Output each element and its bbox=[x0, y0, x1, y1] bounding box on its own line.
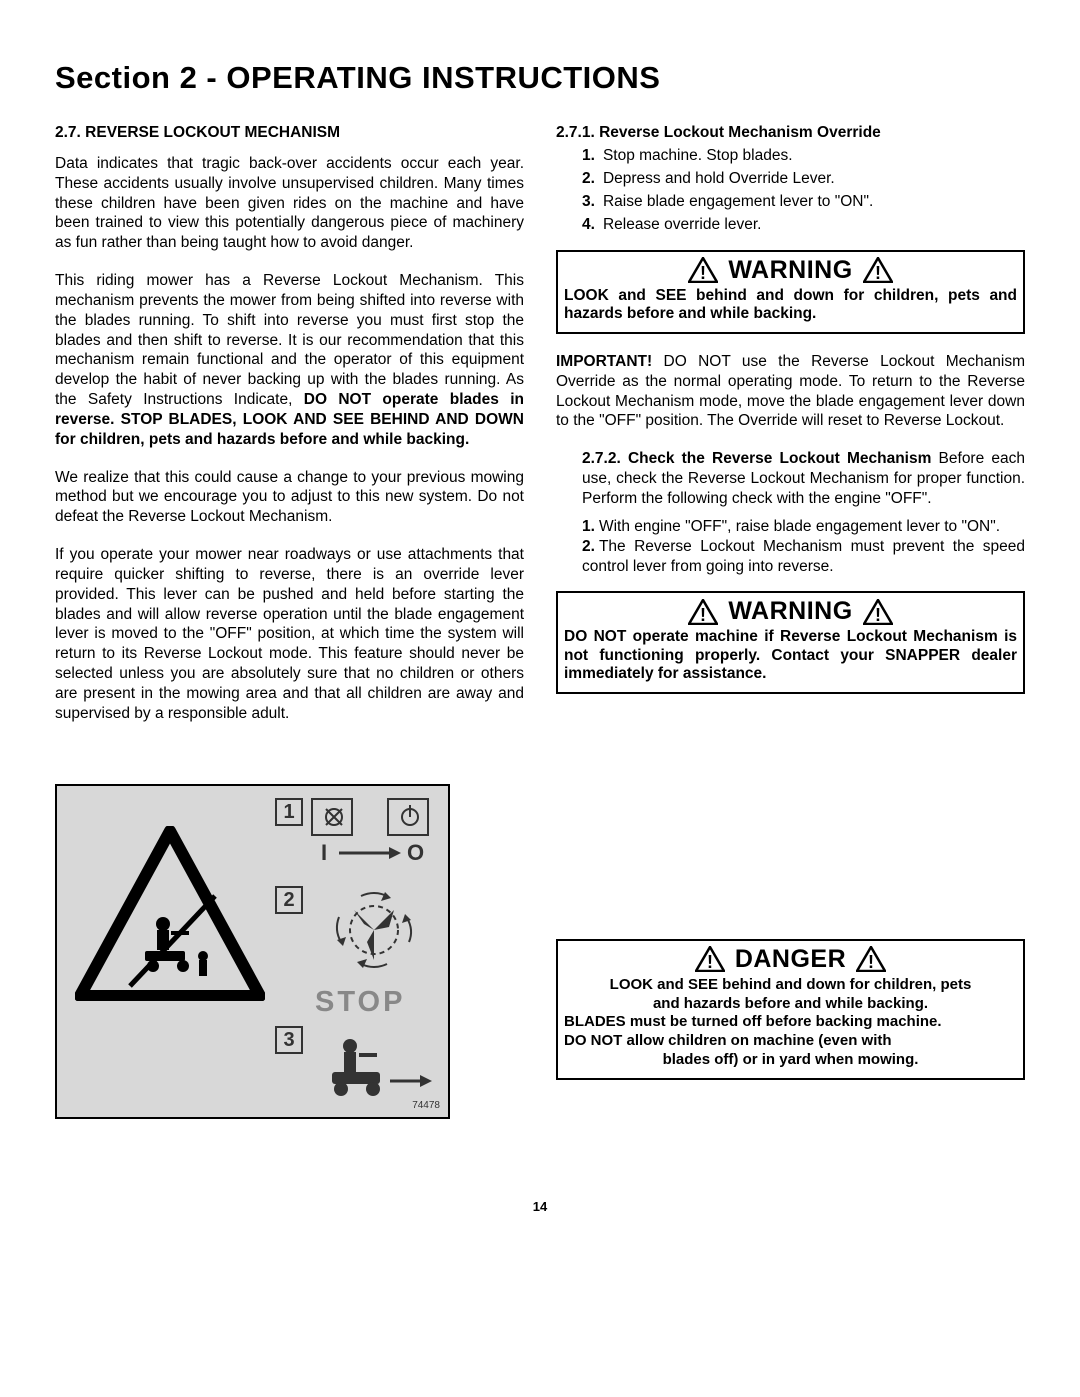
svg-text:!: ! bbox=[700, 263, 706, 283]
warning-box-1: ! WARNING ! LOOK and SEE behind and down… bbox=[556, 250, 1025, 334]
safety-instruction-diagram: 1 2 3 I O bbox=[55, 784, 450, 1119]
check-step-1: 1.With engine "OFF", raise blade engagem… bbox=[582, 517, 1025, 537]
danger-text: LOOK and SEE behind and down for childre… bbox=[564, 976, 1017, 1070]
blade-off-icon bbox=[389, 800, 431, 838]
warning-triangle-icon: ! bbox=[863, 257, 893, 283]
svg-text:!: ! bbox=[875, 263, 881, 283]
step-4: 4.Release override lever. bbox=[582, 215, 1025, 236]
important-paragraph: IMPORTANT! DO NOT use the Reverse Lockou… bbox=[556, 352, 1025, 431]
para-1: Data indicates that tragic back-over acc… bbox=[55, 154, 524, 253]
diagram-step-3: 3 bbox=[275, 1026, 303, 1054]
section-2-7-1-heading: 2.7.1. Reverse Lockout Mechanism Overrid… bbox=[556, 124, 1025, 142]
diagram-id: 74478 bbox=[412, 1100, 440, 1111]
warning-box-2: ! WARNING ! DO NOT operate machine if Re… bbox=[556, 591, 1025, 694]
svg-text:!: ! bbox=[700, 605, 706, 625]
warning-title: WARNING bbox=[728, 256, 852, 285]
para-2: This riding mower has a Reverse Lockout … bbox=[55, 271, 524, 449]
section-2-7-heading: 2.7. REVERSE LOCKOUT MECHANISM bbox=[55, 124, 524, 142]
para-4: If you operate your mower near roadways … bbox=[55, 545, 524, 723]
diagram-step-1: 1 bbox=[275, 798, 303, 826]
rider-forward-icon bbox=[315, 1031, 435, 1101]
check-steps-list: 1.With engine "OFF", raise blade engagem… bbox=[556, 517, 1025, 577]
override-steps-list: 1.Stop machine. Stop blades. 2.Depress a… bbox=[556, 146, 1025, 236]
rotating-blade-icon bbox=[319, 882, 429, 982]
page-title: Section 2 - OPERATING INSTRUCTIONS bbox=[55, 60, 1025, 96]
warning-triangle-icon: ! bbox=[856, 946, 886, 972]
para-3: We realize that this could cause a chang… bbox=[55, 468, 524, 527]
section-2-7-2: 2.7.2. Check the Reverse Lockout Mechani… bbox=[556, 449, 1025, 508]
warning-2-text: DO NOT operate machine if Reverse Lockou… bbox=[564, 628, 1017, 684]
stop-label: STOP bbox=[315, 986, 405, 1019]
svg-text:!: ! bbox=[707, 952, 713, 972]
warning-triangle-icon: ! bbox=[688, 257, 718, 283]
two-column-layout: 2.7. REVERSE LOCKOUT MECHANISM Data indi… bbox=[55, 124, 1025, 1119]
svg-text:I: I bbox=[321, 840, 327, 865]
important-label: IMPORTANT! bbox=[556, 353, 652, 370]
warning-1-text: LOOK and SEE behind and down for childre… bbox=[564, 287, 1017, 324]
page-number: 14 bbox=[55, 1199, 1025, 1214]
danger-box: ! DANGER ! LOOK and SEE behind and down … bbox=[556, 939, 1025, 1080]
svg-text:!: ! bbox=[868, 952, 874, 972]
para-2a: This riding mower has a Reverse Lockout … bbox=[55, 272, 524, 408]
left-column: 2.7. REVERSE LOCKOUT MECHANISM Data indi… bbox=[55, 124, 524, 1119]
right-column: 2.7.1. Reverse Lockout Mechanism Overrid… bbox=[556, 124, 1025, 1119]
step-3: 3.Raise blade engagement lever to "ON". bbox=[582, 192, 1025, 213]
step-2: 2.Depress and hold Override Lever. bbox=[582, 169, 1025, 190]
svg-text:O: O bbox=[407, 840, 424, 865]
i-to-o-arrow-icon: I O bbox=[315, 840, 425, 868]
warning-triangle-icon: ! bbox=[863, 599, 893, 625]
warning-triangle-icon: ! bbox=[688, 599, 718, 625]
blade-on-icon bbox=[313, 800, 355, 838]
step-1: 1.Stop machine. Stop blades. bbox=[582, 146, 1025, 167]
section-2-7-2-heading: 2.7.2. Check the Reverse Lockout Mechani… bbox=[582, 450, 931, 467]
warning-triangle-icon bbox=[75, 826, 265, 1001]
warning-title: WARNING bbox=[728, 597, 852, 626]
svg-text:!: ! bbox=[875, 605, 881, 625]
check-step-2: 2.The Reverse Lockout Mechanism must pre… bbox=[582, 537, 1025, 577]
diagram-step-2: 2 bbox=[275, 886, 303, 914]
danger-title: DANGER bbox=[735, 945, 846, 974]
warning-triangle-icon: ! bbox=[695, 946, 725, 972]
